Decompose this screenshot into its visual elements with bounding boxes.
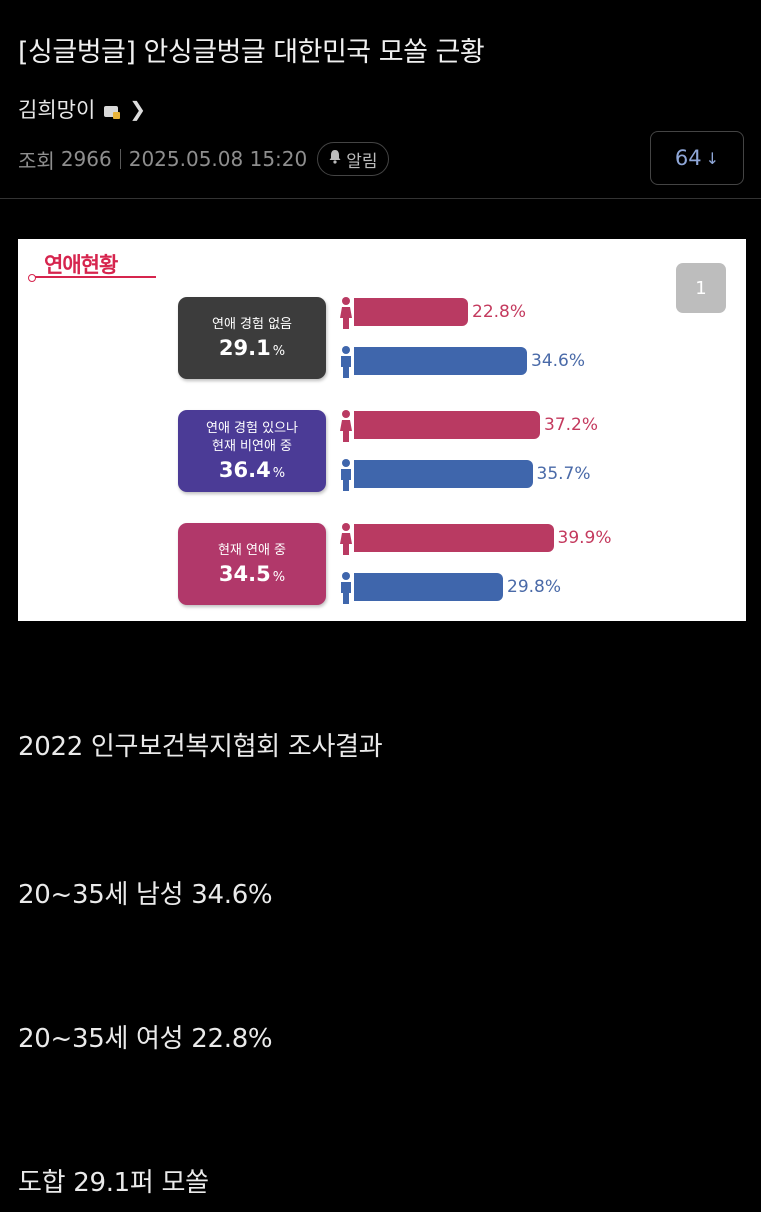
bar-value-label: 39.9%	[557, 528, 612, 548]
post-image-chart[interactable]: 연애현황 1 연애 경험 없음 29.1% 연애 경험 있으나 현재 비연애 중…	[18, 239, 746, 621]
female-icon	[338, 409, 354, 443]
alarm-label: 알림	[346, 151, 378, 172]
comment-count-button[interactable]: 64 ↓	[650, 131, 744, 185]
chevron-right-icon: ❯	[129, 97, 147, 121]
views-label: 조회	[18, 148, 55, 173]
category-total: 29.1%	[218, 336, 286, 360]
alarm-button[interactable]: 알림	[317, 142, 389, 176]
bar-value-label: 37.2%	[544, 415, 599, 435]
category-box-experienced-single: 연애 경험 있으나 현재 비연애 중 36.4%	[178, 410, 326, 492]
chart-bar-female	[354, 298, 468, 326]
category-box-no-experience: 연애 경험 없음 29.1%	[178, 297, 326, 379]
image-page-badge: 1	[676, 263, 726, 313]
bar-value-label: 35.7%	[536, 464, 591, 484]
category-label: 연애 경험 있으나 현재 비연애 중	[206, 421, 298, 454]
bar-area: 22.8% 37.2% 39.9% 34.6% 35.7% 29.8%	[18, 239, 746, 621]
title-dot	[28, 274, 36, 282]
author-link[interactable]: 김희망이 ❯	[18, 94, 146, 124]
female-icon	[338, 296, 354, 330]
body-line: 20~35세 여성 22.8%	[18, 1024, 273, 1054]
chart-bar-male	[354, 347, 527, 375]
male-icon	[338, 571, 354, 605]
category-total: 36.4%	[218, 458, 286, 482]
arrow-down-icon: ↓	[705, 148, 720, 168]
bell-icon	[328, 149, 342, 169]
body-line: 20~35세 남성 34.6%	[18, 880, 273, 910]
chart-bar-female	[354, 411, 540, 439]
title-underline	[30, 276, 156, 278]
category-label: 현재 연애 중	[217, 543, 287, 558]
chart-bar-female	[354, 524, 554, 552]
category-box-dating: 현재 연애 중 34.5%	[178, 523, 326, 605]
category-label: 연애 경험 없음	[211, 317, 293, 332]
author-name: 김희망이	[18, 98, 96, 122]
male-icon	[338, 345, 354, 379]
chart-bar-male	[354, 573, 503, 601]
header-divider	[0, 198, 761, 199]
meta-divider	[119, 149, 121, 169]
user-level-icon	[103, 101, 121, 119]
post-meta: 조회 2966 2025.05.08 15:20 알림	[18, 142, 389, 176]
comment-count: 64	[674, 146, 702, 170]
post-date: 2025.05.08 15:20	[128, 147, 308, 171]
bar-value-label: 22.8%	[472, 302, 527, 322]
chart-bar-male	[354, 460, 533, 488]
female-icon	[338, 522, 354, 556]
category-total: 34.5%	[218, 562, 286, 586]
body-line: 도합 29.1퍼 모쏠	[18, 1168, 209, 1198]
views-count: 2966	[60, 147, 112, 171]
body-line: 2022 인구보건복지협회 조사결과	[18, 732, 383, 762]
chart-title: 연애현황	[44, 253, 118, 277]
male-icon	[338, 458, 354, 492]
bar-value-label: 29.8%	[507, 577, 562, 597]
post-title: [싱글벙글] 안싱글벙글 대한민국 모쏠 근황	[18, 37, 485, 68]
bar-value-label: 34.6%	[531, 351, 586, 371]
